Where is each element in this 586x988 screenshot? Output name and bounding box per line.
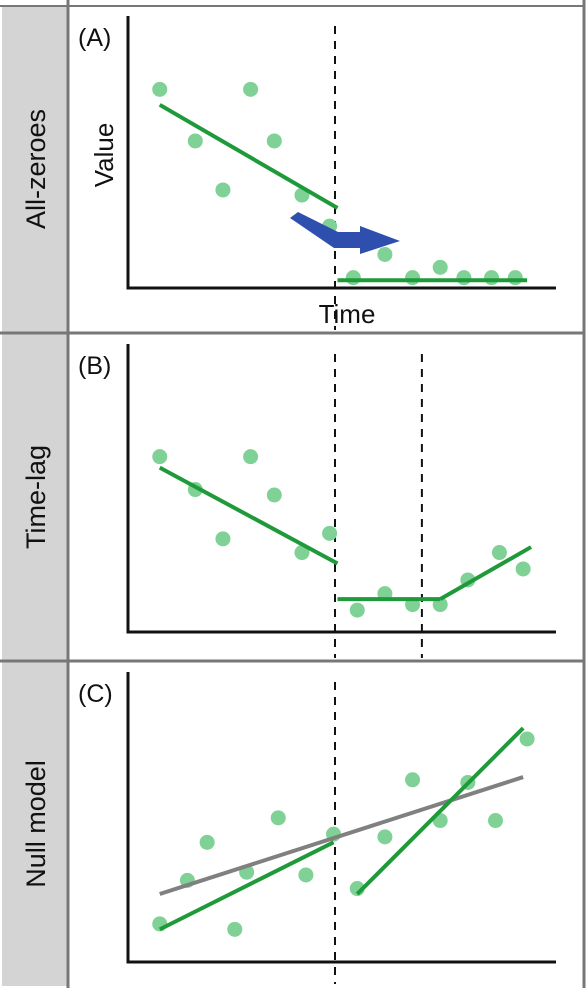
panel-letter: (B) xyxy=(78,352,111,380)
fit-line xyxy=(439,545,533,601)
x-axis-label: Time xyxy=(319,299,376,329)
transition-arrow xyxy=(290,212,400,254)
null-model-line xyxy=(159,775,524,896)
sidebar-label: All-zeroes xyxy=(21,109,51,229)
sidebar-tab xyxy=(2,662,68,986)
fit-line xyxy=(158,103,339,210)
data-point xyxy=(432,259,448,275)
data-point xyxy=(298,867,314,883)
data-point xyxy=(187,133,203,149)
panel-b: Time-lag (B) xyxy=(2,334,556,660)
data-point xyxy=(405,772,421,788)
data-point xyxy=(349,602,365,618)
data-point xyxy=(377,829,393,845)
sidebar-label: Time-lag xyxy=(21,445,51,549)
data-point xyxy=(322,525,338,541)
data-point xyxy=(270,810,286,826)
data-point xyxy=(294,545,310,561)
data-point xyxy=(243,81,259,97)
panel-c: Null model (C) xyxy=(2,662,556,986)
sidebar-label: Null model xyxy=(21,760,51,888)
panel-letter: (A) xyxy=(78,24,111,52)
panel-letter: (C) xyxy=(78,680,113,708)
panel-a: All-zeroes (A) Value Time xyxy=(2,6,556,332)
data-point xyxy=(507,270,523,286)
data-point xyxy=(266,133,282,149)
data-point xyxy=(152,449,168,465)
fit-line xyxy=(158,840,335,932)
data-point xyxy=(484,270,500,286)
data-point xyxy=(491,545,507,561)
data-point xyxy=(345,270,361,286)
data-point xyxy=(227,921,243,937)
y-axis-label: Value xyxy=(89,123,119,188)
fit-line xyxy=(355,726,525,896)
data-point xyxy=(488,813,503,829)
data-point xyxy=(519,731,535,747)
sidebar-tab xyxy=(2,334,68,660)
data-point xyxy=(456,270,472,286)
data-point xyxy=(243,449,259,465)
data-point xyxy=(152,81,168,97)
data-point xyxy=(199,834,215,850)
plot-area-b xyxy=(126,344,556,658)
plot-area-c xyxy=(126,672,556,984)
sidebar-tab xyxy=(2,6,68,332)
plot-area-a xyxy=(126,16,556,330)
data-point xyxy=(515,561,531,577)
fit-line xyxy=(158,465,339,566)
data-point xyxy=(215,531,231,547)
data-point xyxy=(215,182,231,198)
data-point xyxy=(377,246,393,262)
data-point xyxy=(266,487,282,503)
data-point xyxy=(405,270,421,286)
